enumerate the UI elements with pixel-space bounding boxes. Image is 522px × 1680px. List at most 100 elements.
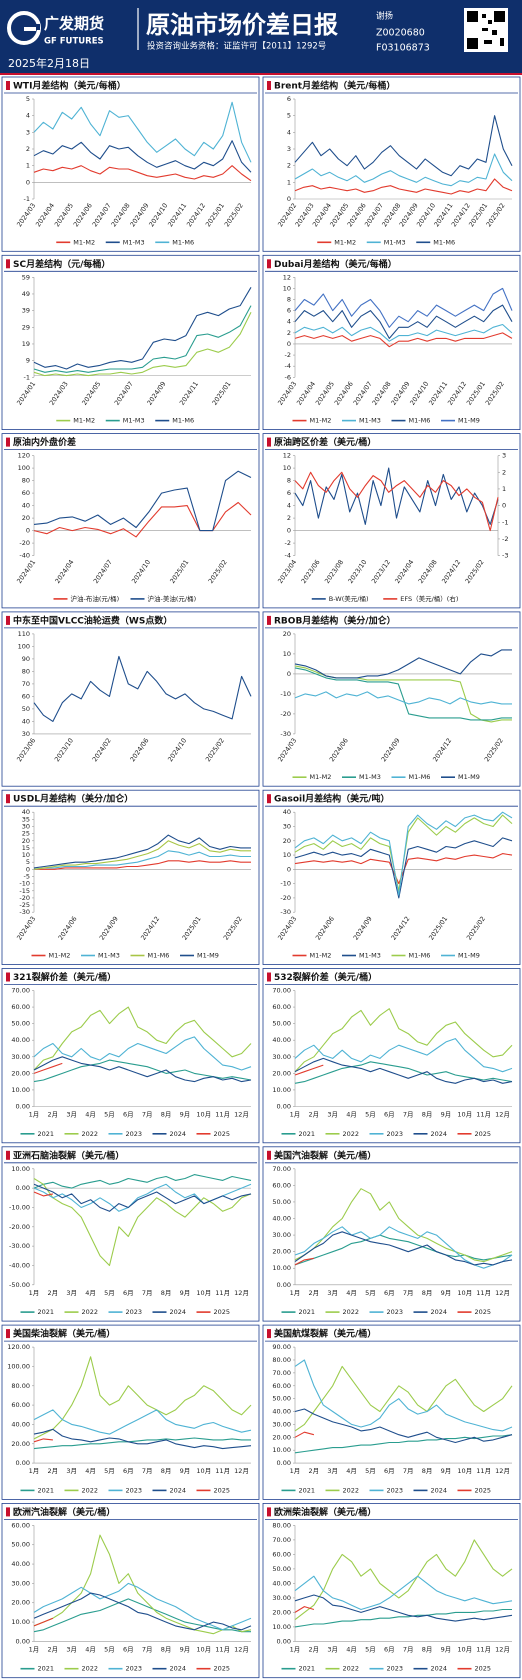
x-tick-label: 2月 [309, 1289, 320, 1297]
x-tick-label: 7月 [142, 1467, 153, 1475]
y-tick-label: 10.00 [272, 1086, 291, 1094]
chart-title: RBOB月差结构（美分/加仑） [274, 614, 396, 626]
y-tick-label: 10 [283, 464, 291, 472]
y-tick-label: 100.00 [7, 1362, 30, 1370]
y-tick-label: 0.00 [16, 1637, 30, 1645]
series-line [33, 1437, 251, 1450]
header-stripe [0, 73, 522, 75]
panel [262, 254, 521, 431]
chart-title: 亚洲石脑油裂解（美元/桶） [13, 1149, 124, 1161]
series-line [33, 1582, 252, 1631]
y-tick-label: 5 [287, 112, 291, 120]
y-tick-label: 60.00 [272, 1550, 291, 1558]
y-tick-label: -30 [280, 908, 291, 916]
legend-label: 2023 [126, 1130, 143, 1138]
legend-label: 2023 [126, 1486, 143, 1494]
x-tick-label: 4月 [85, 1645, 96, 1653]
y-tick-label: 20 [283, 837, 291, 845]
qr-pattern [467, 11, 505, 49]
y-tick-label: 0 [287, 195, 291, 203]
analyst-id: Z0020680 [376, 28, 425, 39]
y-tick-label: 50.00 [272, 1395, 291, 1403]
y-tick-label: 120.00 [7, 1343, 30, 1351]
x-tick-label: 11月 [215, 1467, 230, 1475]
x-tick-label: 4月 [346, 1467, 357, 1475]
x-tick-label: 8月 [161, 1289, 172, 1297]
x-tick-label: 12月 [234, 1645, 249, 1653]
x-tick-label: 6月 [123, 1289, 134, 1297]
legend-label: M1-M3 [359, 773, 381, 781]
y-tick-label: 30.00 [11, 1579, 30, 1587]
series-line [33, 1409, 252, 1435]
y-tick-label: 20 [22, 514, 30, 522]
legend-label: 2024 [431, 1665, 448, 1673]
chart-title: 321裂解价差（美元/桶） [13, 971, 116, 983]
y-tick-label: 50 [22, 705, 30, 713]
series-line [33, 1598, 251, 1633]
title-marker [267, 1329, 271, 1339]
title-marker [6, 437, 10, 447]
x-tick-label: 1月 [290, 1111, 301, 1119]
legend-label: 2024 [431, 1486, 448, 1494]
series-line [294, 115, 513, 177]
y-tick-label: 6 [287, 95, 291, 103]
y-tick-label: -30 [280, 730, 291, 738]
y-tick-label: 30.00 [272, 1594, 291, 1602]
y-tick-label: 25 [22, 830, 30, 838]
x-tick-label: 9月 [441, 1467, 452, 1475]
y-tick-label: 80.00 [272, 1356, 291, 1364]
y-tick-label: 29 [22, 323, 30, 331]
series-line [33, 1617, 54, 1627]
series-line [33, 305, 252, 373]
legend-label: 2025 [214, 1308, 231, 1316]
legend-label: 2025 [214, 1665, 231, 1673]
y-tick-label: 70.00 [272, 1536, 291, 1544]
title-marker [6, 1507, 10, 1517]
license: 投资咨询业务资格：证监许可【2011】1292号 [147, 41, 326, 52]
y-tick-label: 50.00 [272, 1198, 291, 1206]
x-tick-label: 11月 [476, 1111, 491, 1119]
y-tick-label: 90.00 [272, 1343, 291, 1351]
series-line [33, 655, 252, 722]
report-date: 2025年2月18日 [8, 56, 90, 70]
y-tick-label: -10 [280, 880, 291, 888]
legend-label: 2025 [475, 1308, 492, 1316]
y-tick-label: -30.00 [9, 1242, 30, 1250]
legend-label: M1-M6 [172, 238, 194, 246]
y-tick-label: 20.00 [272, 1248, 291, 1256]
y-tick-label: 40.00 [11, 1420, 30, 1428]
y-tick-label: 70.00 [272, 1369, 291, 1377]
series-line [33, 850, 251, 870]
title-marker [6, 794, 10, 804]
x-tick-label: 12月 [234, 1289, 249, 1297]
y2-tick-label: 2 [502, 468, 506, 476]
series-line [294, 1226, 513, 1269]
y-tick-label: 40 [22, 808, 30, 816]
series-line [33, 101, 252, 163]
y-tick-label: 8 [287, 477, 291, 485]
x-tick-label: 7月 [403, 1467, 414, 1475]
y-tick-label: 50.00 [272, 1020, 291, 1028]
y-tick-label: 0.00 [16, 1184, 30, 1192]
legend-label: B-W(美元/桶) [329, 594, 369, 603]
y-tick-label: 0 [287, 670, 291, 678]
y2-tick-label: -1 [502, 518, 508, 526]
y-tick-label: 20.00 [272, 1608, 291, 1616]
y-tick-label: 20.00 [11, 1069, 30, 1077]
x-tick-label: 6月 [384, 1467, 395, 1475]
y-tick-label: 0 [287, 340, 291, 348]
x-tick-label: 9月 [441, 1111, 452, 1119]
y-tick-label: 100 [18, 642, 30, 650]
series-line [294, 471, 499, 532]
y-tick-label: -25 [19, 901, 30, 909]
series-line [294, 1188, 513, 1263]
title-marker [6, 81, 10, 90]
y2-tick-label: -2 [502, 535, 508, 543]
y-tick-label: 9 [26, 357, 30, 365]
y-tick-label: 2 [26, 145, 30, 153]
panel [262, 1324, 521, 1500]
x-tick-label: 2月 [309, 1645, 320, 1653]
y-tick-label: 0 [26, 527, 30, 535]
title-marker [6, 1150, 10, 1160]
y-tick-label: 80 [22, 477, 30, 485]
